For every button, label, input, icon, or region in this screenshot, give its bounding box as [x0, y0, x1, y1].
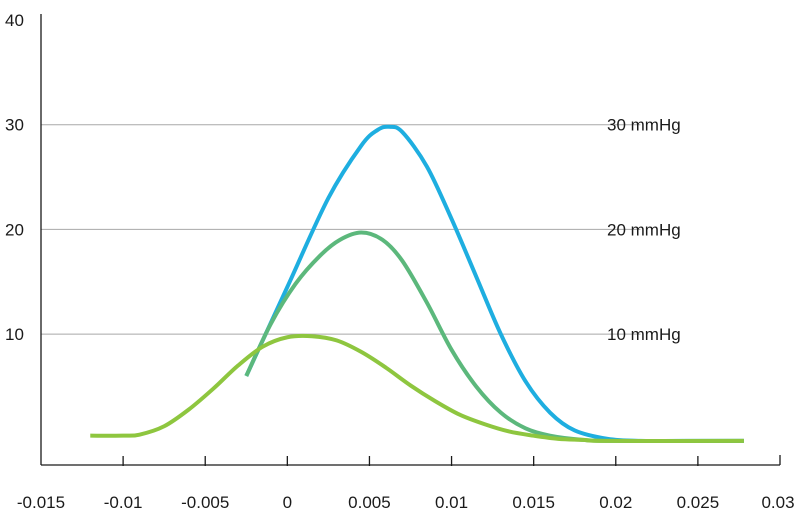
series-curves — [90, 124, 744, 444]
axes — [40, 14, 781, 466]
y-tick-label: 30 — [5, 116, 24, 135]
series-annotations: 30 mmHg 20 mmHg 10 mmHg — [607, 116, 681, 344]
y-tick-label: 20 — [5, 220, 24, 239]
series-annotation-3: 10 mmHg — [607, 325, 681, 344]
series-annotation-2: 20 mmHg — [607, 220, 681, 239]
series-line-1 — [244, 124, 744, 444]
x-tick-label: -0.01 — [104, 493, 143, 512]
x-tick-label: 0.015 — [512, 493, 555, 512]
series-annotation-1: 30 mmHg — [607, 116, 681, 135]
y-tick-label: 40 — [5, 11, 24, 30]
x-tick-label: 0.01 — [435, 493, 468, 512]
x-tick-label: 0.025 — [677, 493, 720, 512]
tick-labels: -0.015 -0.01 -0.005 0 0.005 0.01 0.015 0.02 0.02… — [5, 11, 795, 512]
gridlines — [41, 124, 641, 335]
x-tick-label: -0.015 — [17, 493, 65, 512]
x-tick-label: 0 — [283, 493, 292, 512]
series-line-3 — [90, 333, 744, 443]
x-tick-label: -0.005 — [181, 493, 229, 512]
y-tick-label: 10 — [5, 325, 24, 344]
x-tick-label: 0.005 — [348, 493, 391, 512]
x-tick-label: 0.03 — [761, 493, 794, 512]
x-tick-label: 0.02 — [599, 493, 632, 512]
